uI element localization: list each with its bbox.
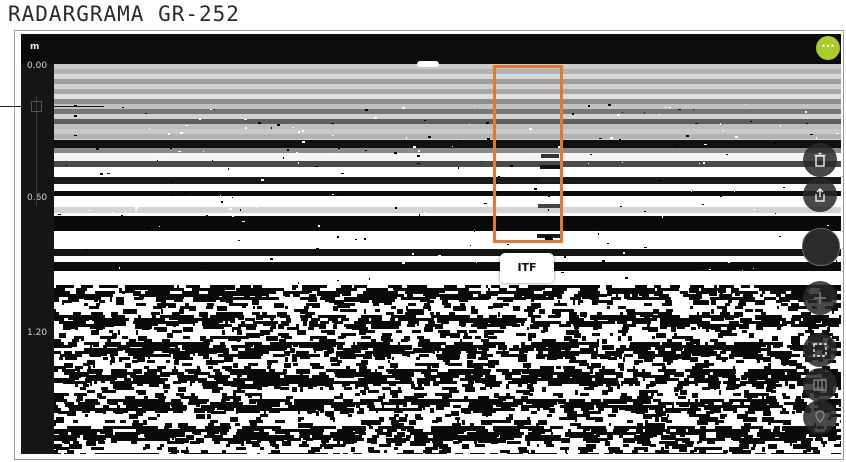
radargram-image[interactable]: [54, 64, 841, 454]
target-highlight-box: [493, 65, 563, 243]
zoom-in-button[interactable]: [803, 281, 837, 315]
radargram-screen: m ··· 0.00 0.60 1.20: [21, 34, 841, 454]
depth-tick: 0.00: [27, 61, 48, 71]
depth-tick: 0.60: [27, 193, 48, 203]
delete-button[interactable]: [803, 143, 837, 177]
select-area-icon: [813, 343, 827, 357]
depth-cursor-handle[interactable]: [31, 101, 42, 112]
more-menu-button[interactable]: ···: [816, 36, 840, 60]
record-button[interactable]: [802, 228, 840, 266]
depth-cursor-line[interactable]: [0, 106, 104, 107]
share-button[interactable]: [803, 178, 837, 212]
depth-cursor-vertical: [36, 96, 37, 206]
share-icon: [815, 188, 825, 202]
grid-button[interactable]: [803, 368, 837, 402]
top-bar: m ···: [21, 34, 841, 64]
zoom-in-icon: [814, 292, 826, 304]
depth-unit-label: m: [30, 42, 40, 52]
radargram-bands: [54, 64, 841, 454]
depth-tick: 1.20: [27, 328, 48, 338]
trash-icon: [814, 152, 826, 167]
depth-axis: 0.00 0.60 1.20: [21, 61, 54, 454]
scroll-handle[interactable]: [417, 61, 439, 67]
select-area-button[interactable]: [803, 333, 837, 367]
marker-button[interactable]: [803, 400, 837, 434]
itf-annotation-tag[interactable]: ITF: [500, 253, 554, 283]
page-title: RADARGRAMA GR-252: [8, 2, 240, 26]
marker-icon: [815, 410, 825, 423]
grid-icon: [813, 379, 827, 391]
